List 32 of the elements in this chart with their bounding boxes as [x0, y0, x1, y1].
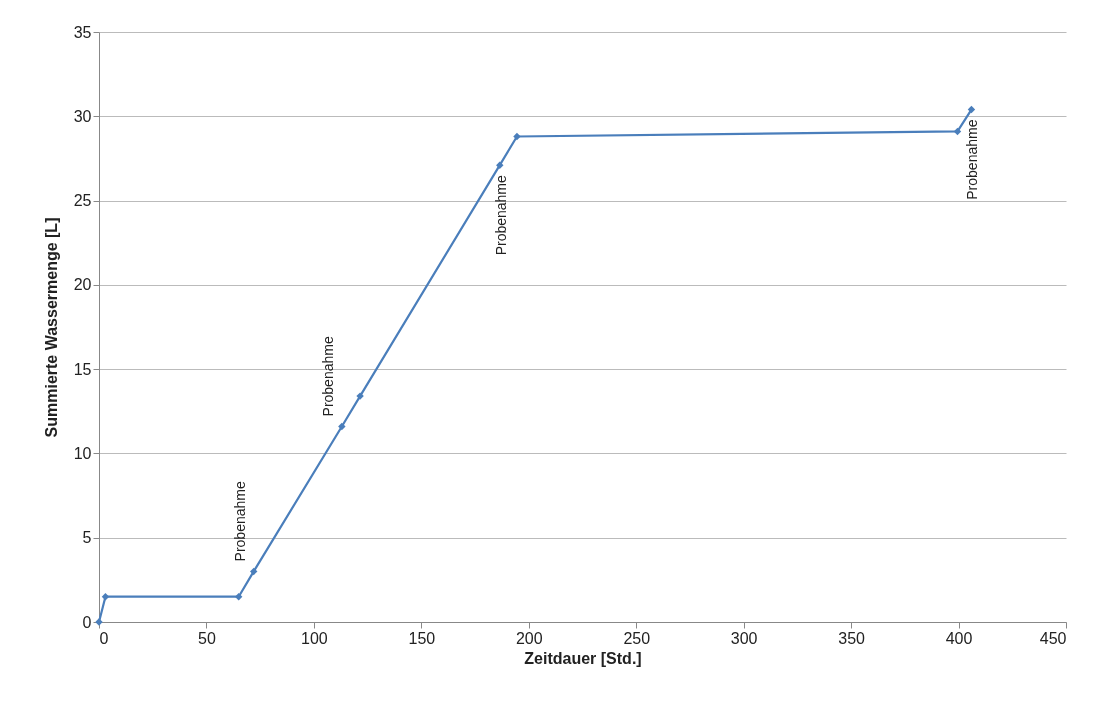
annotation: Probenahme [319, 336, 336, 417]
point [101, 593, 110, 601]
annotation: Probenahme [492, 174, 509, 256]
x-tick-label: 0 [99, 629, 109, 647]
x-tick-label: 450 [1039, 629, 1067, 647]
annotation: Probenahme [964, 119, 981, 200]
y-tick-label: 10 [73, 444, 92, 462]
point [250, 567, 258, 576]
x-tick-label: 50 [198, 629, 216, 647]
x-tick-label: 200 [515, 629, 543, 647]
x-tick-label: 300 [730, 629, 758, 647]
y-tick-label: 5 [82, 529, 92, 547]
y-tick-label: 25 [73, 192, 92, 210]
x-tick-label: 350 [838, 629, 866, 647]
point [338, 422, 346, 431]
x-axis-title: Zeitdauer [Std.] [524, 649, 642, 667]
x-tick-label: 100 [301, 629, 328, 647]
point [953, 127, 962, 136]
point [967, 105, 976, 114]
y-tick-label: 30 [73, 107, 92, 125]
x-tick-label: 250 [623, 629, 651, 647]
point [513, 132, 521, 141]
point [234, 593, 243, 601]
y-tick-label: 35 [73, 23, 92, 41]
x-tick-label: 400 [945, 629, 973, 647]
y-tick-label: 15 [73, 360, 92, 378]
y-axis-title: Summierte Wassermenge [L] [42, 217, 60, 438]
point [496, 161, 504, 169]
y-tick-label: 0 [82, 613, 92, 631]
x-tick-label: 150 [408, 629, 436, 647]
annotation: Probenahme [231, 481, 248, 562]
y-tick-label: 20 [73, 276, 92, 294]
